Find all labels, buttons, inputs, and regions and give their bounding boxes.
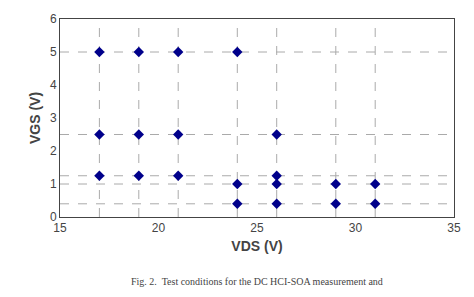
svg-text:VGS (V): VGS (V) (27, 92, 43, 144)
svg-text:1: 1 (50, 177, 57, 191)
svg-text:2: 2 (50, 144, 57, 158)
svg-text:25: 25 (250, 221, 264, 235)
svg-text:0: 0 (50, 210, 57, 224)
svg-text:3: 3 (50, 111, 57, 125)
svg-text:6: 6 (50, 12, 57, 26)
svg-text:15: 15 (53, 221, 67, 235)
svg-text:VDS (V): VDS (V) (231, 238, 282, 254)
svg-text:30: 30 (349, 221, 363, 235)
svg-text:5: 5 (50, 45, 57, 59)
svg-text:35: 35 (447, 221, 461, 235)
svg-text:20: 20 (152, 221, 166, 235)
svg-text:4: 4 (50, 78, 57, 92)
svg-text:Fig. 2. Test conditions for t: Fig. 2. Test conditions for the DC HCI-S… (131, 276, 383, 287)
